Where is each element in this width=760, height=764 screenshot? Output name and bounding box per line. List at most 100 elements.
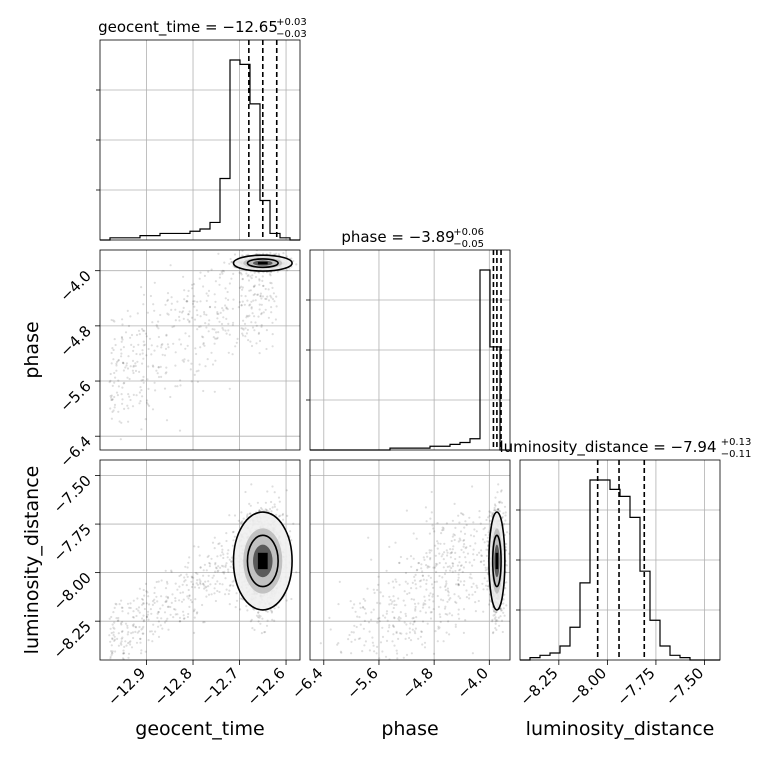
sample-point: [170, 614, 172, 616]
sample-point: [261, 280, 263, 282]
sample-point: [125, 331, 127, 333]
sample-point: [187, 360, 189, 362]
sample-point: [245, 605, 247, 607]
sample-point: [164, 304, 166, 306]
sample-point: [258, 241, 260, 243]
sample-point: [108, 634, 110, 636]
sample-point: [133, 346, 135, 348]
sample-point: [127, 631, 129, 633]
sample-point: [504, 615, 506, 617]
sample-point: [144, 608, 146, 610]
sample-point: [255, 342, 257, 344]
sample-point: [190, 363, 192, 365]
sample-point: [131, 646, 133, 648]
sample-point: [197, 546, 199, 548]
sample-point: [114, 406, 116, 408]
sample-point: [115, 344, 117, 346]
sample-point: [179, 620, 181, 622]
sample-point: [157, 626, 159, 628]
sample-point: [178, 599, 180, 601]
sample-point: [140, 389, 142, 391]
sample-point: [239, 608, 241, 610]
sample-point: [247, 329, 249, 331]
sample-point: [421, 570, 423, 572]
sample-point: [117, 394, 119, 396]
sample-point: [114, 404, 116, 406]
sample-point: [135, 353, 137, 355]
sample-point: [459, 556, 461, 558]
sample-point: [235, 606, 237, 608]
sample-point: [214, 562, 216, 564]
sample-point: [232, 353, 234, 355]
sample-point: [229, 559, 231, 561]
sample-point: [138, 630, 140, 632]
sample-point: [203, 621, 205, 623]
sample-point: [409, 627, 411, 629]
sample-point: [112, 611, 114, 613]
sample-point: [178, 338, 180, 340]
sample-point: [118, 632, 120, 634]
sample-point: [207, 358, 209, 360]
sample-point: [112, 650, 114, 652]
sample-point: [257, 316, 259, 318]
sample-point: [435, 555, 437, 557]
sample-point: [221, 583, 223, 585]
sample-point: [543, 533, 545, 535]
sample-point: [214, 360, 216, 362]
sample-point: [179, 430, 181, 432]
sample-point: [266, 490, 268, 492]
sample-point: [121, 631, 123, 633]
sample-point: [142, 379, 144, 381]
sample-point: [234, 345, 236, 347]
sample-point: [165, 570, 167, 572]
sample-point: [241, 273, 243, 275]
sample-point: [435, 571, 437, 573]
sample-point: [225, 540, 227, 542]
sample-point: [230, 236, 232, 238]
sample-point: [201, 604, 203, 606]
sample-point: [478, 516, 480, 518]
panel-frame: [310, 460, 510, 660]
sample-point: [207, 556, 209, 558]
sample-point: [115, 463, 117, 465]
sample-point: [253, 329, 255, 331]
sample-point: [212, 363, 214, 365]
sample-point: [153, 592, 155, 594]
sample-point: [139, 638, 141, 640]
sample-point: [165, 367, 167, 369]
sample-point: [141, 363, 143, 365]
sample-point: [152, 624, 154, 626]
sample-point: [240, 521, 242, 523]
sample-point: [121, 393, 123, 395]
sample-point: [222, 316, 224, 318]
sample-point: [158, 620, 160, 622]
sample-point: [208, 330, 210, 332]
sample-point: [187, 313, 189, 315]
sample-point: [174, 365, 176, 367]
sample-point: [208, 319, 210, 321]
sample-point: [167, 346, 169, 348]
sample-point: [230, 278, 232, 280]
sample-point: [213, 575, 215, 577]
sample-point: [116, 361, 118, 363]
sample-point: [145, 418, 147, 420]
sample-point: [115, 370, 117, 372]
sample-point: [411, 652, 413, 654]
sample-point: [174, 385, 176, 387]
sample-point: [445, 570, 447, 572]
sample-point: [248, 315, 250, 317]
sample-point: [179, 311, 181, 313]
sample-point: [248, 503, 250, 505]
sample-point: [137, 312, 139, 314]
sample-point: [129, 378, 131, 380]
sample-point: [121, 339, 123, 341]
sample-point: [209, 230, 211, 232]
sample-point: [256, 615, 258, 617]
sample-point: [166, 583, 168, 585]
sample-point: [517, 523, 519, 525]
sample-point: [216, 311, 218, 313]
sample-point: [225, 532, 227, 534]
sample-point: [217, 570, 219, 572]
sample-point: [222, 565, 224, 567]
sample-point: [245, 295, 247, 297]
